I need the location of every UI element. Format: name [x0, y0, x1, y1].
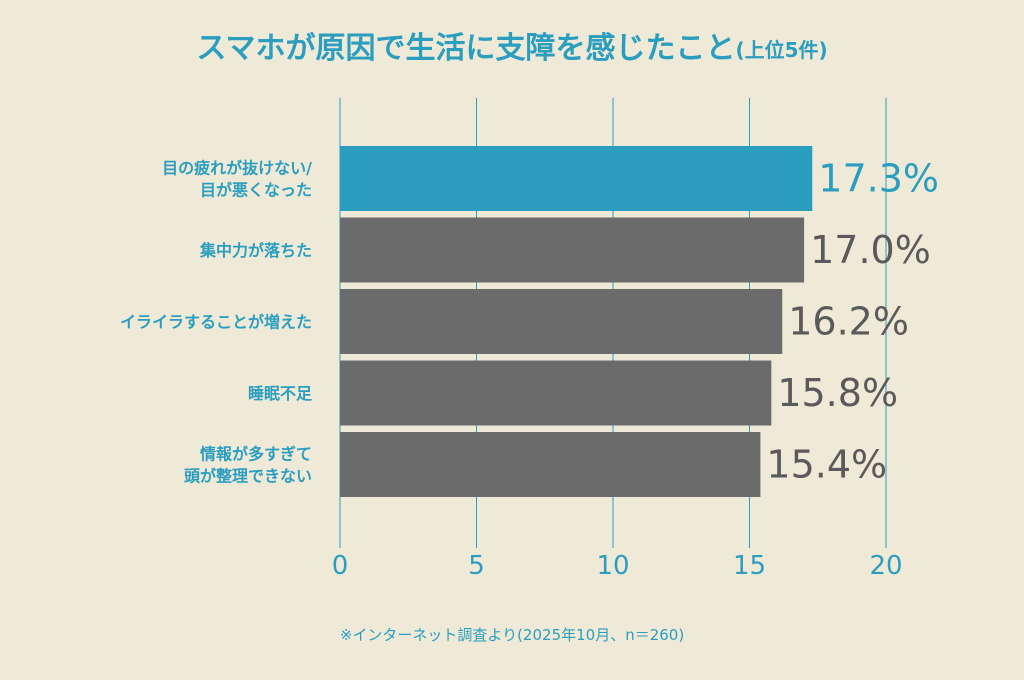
value-labels: 17.3% 17.0% 16.2% 15.8% 15.4%: [766, 157, 939, 487]
x-tick-label: 15: [733, 551, 766, 581]
category-label: 頭が整理できない: [184, 467, 312, 486]
x-tick-label: 10: [596, 551, 629, 581]
value-label: 15.8%: [777, 371, 898, 415]
category-labels: 目の疲れが抜けない/目が悪くなった集中力が落ちたイライラすることが増えた睡眠不足…: [120, 159, 313, 486]
bar: [340, 217, 805, 283]
chart-title-main: スマホが原因で生活に支障を感じたこと: [196, 31, 735, 66]
x-tick-labels: 0 5 10 15 20: [332, 551, 903, 581]
bar: [340, 360, 772, 426]
chart-title-suffix: (上位5件): [735, 38, 827, 62]
bars: [340, 146, 813, 497]
category-label: イライラすることが増えた: [120, 313, 312, 332]
value-label: 17.3%: [818, 157, 939, 201]
bar: [340, 146, 813, 211]
bar: [340, 289, 783, 354]
category-label: 目の疲れが抜けない/: [162, 159, 312, 178]
x-tick-label: 5: [468, 551, 485, 581]
category-label: 情報が多すぎて: [200, 445, 312, 464]
x-tick-label: 20: [869, 551, 902, 581]
value-label: 16.2%: [788, 300, 909, 344]
x-tick-label: 0: [332, 551, 349, 581]
bar: [340, 432, 761, 497]
chart-title: スマホが原因で生活に支障を感じたこと(上位5件): [196, 31, 827, 66]
category-label: 目が悪くなった: [200, 181, 312, 200]
category-label: 睡眠不足: [248, 384, 313, 403]
value-label: 15.4%: [766, 443, 887, 487]
footnote: ※インターネット調査より(2025年10月、n＝260): [340, 626, 684, 644]
category-label: 集中力が落ちた: [199, 241, 312, 260]
value-label: 17.0%: [810, 228, 931, 272]
